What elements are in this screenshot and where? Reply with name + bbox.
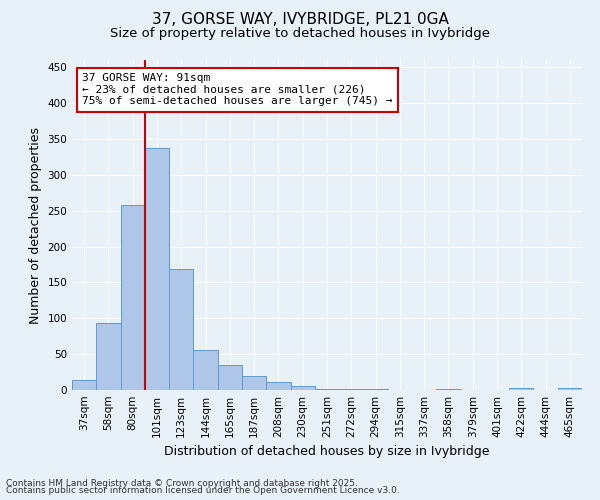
Text: Size of property relative to detached houses in Ivybridge: Size of property relative to detached ho… bbox=[110, 28, 490, 40]
Bar bbox=[96, 322, 121, 390]
Bar bbox=[242, 376, 266, 390]
X-axis label: Distribution of detached houses by size in Ivybridge: Distribution of detached houses by size … bbox=[164, 446, 490, 458]
Bar bbox=[145, 148, 169, 390]
Bar bbox=[558, 388, 582, 390]
Y-axis label: Number of detached properties: Number of detached properties bbox=[29, 126, 42, 324]
Bar bbox=[218, 365, 242, 390]
Bar bbox=[509, 388, 533, 390]
Bar bbox=[266, 382, 290, 390]
Text: 37, GORSE WAY, IVYBRIDGE, PL21 0GA: 37, GORSE WAY, IVYBRIDGE, PL21 0GA bbox=[152, 12, 448, 28]
Bar bbox=[169, 269, 193, 390]
Text: Contains HM Land Registry data © Crown copyright and database right 2025.: Contains HM Land Registry data © Crown c… bbox=[6, 478, 358, 488]
Bar bbox=[315, 388, 339, 390]
Bar bbox=[290, 386, 315, 390]
Text: Contains public sector information licensed under the Open Government Licence v3: Contains public sector information licen… bbox=[6, 486, 400, 495]
Bar bbox=[72, 380, 96, 390]
Bar bbox=[121, 205, 145, 390]
Text: 37 GORSE WAY: 91sqm
← 23% of detached houses are smaller (226)
75% of semi-detac: 37 GORSE WAY: 91sqm ← 23% of detached ho… bbox=[82, 73, 392, 106]
Bar bbox=[193, 350, 218, 390]
